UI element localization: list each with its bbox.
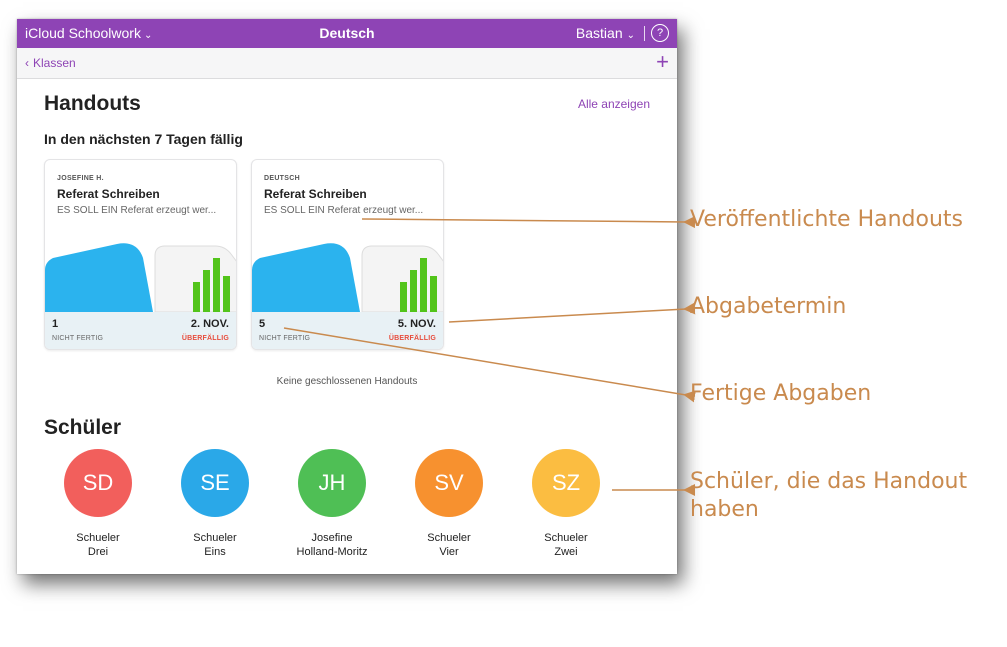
- student-item[interactable]: SV Schueler Vier: [394, 449, 504, 559]
- student-first-name: Schueler: [76, 532, 120, 544]
- card-due-date: 5. NOV.: [397, 318, 436, 330]
- blue-folder-shape: [45, 243, 153, 312]
- card-status: ÜBERFÄLLIG: [388, 335, 436, 342]
- card-owner: DEUTSCH: [264, 175, 300, 182]
- chevron-down-icon: ⌄: [626, 30, 635, 41]
- student-name: Schueler Vier: [394, 531, 504, 559]
- card-footer: 5 NICHT FERTIG 5. NOV. ÜBERFÄLLIG: [252, 312, 443, 349]
- back-button[interactable]: ‹ Klassen: [25, 56, 76, 70]
- card-title: Referat Schreiben: [57, 187, 160, 201]
- user-menu[interactable]: Bastian ⌄: [576, 25, 635, 41]
- callout-students: Schüler, die das Handout haben: [690, 468, 967, 524]
- avatar: SV: [415, 449, 483, 517]
- card-footer: 1 NICHT FERTIG 2. NOV. ÜBERFÄLLIG: [45, 312, 236, 349]
- arrow-published: [361, 216, 696, 229]
- avatar: SZ: [532, 449, 600, 517]
- blue-folder-shape: [252, 243, 360, 312]
- app-title: iCloud Schoolwork: [25, 25, 141, 41]
- card-count-label: NICHT FERTIG: [259, 335, 311, 342]
- no-closed-handouts: Keine geschlossenen Handouts: [276, 376, 418, 387]
- student-name: Schueler Zwei: [511, 531, 621, 559]
- student-item[interactable]: SE Schueler Eins: [160, 449, 270, 559]
- student-first-name: Schueler: [544, 532, 588, 544]
- chevron-left-icon: ‹: [25, 56, 29, 70]
- handout-artwork: [45, 243, 236, 312]
- card-title: Referat Schreiben: [264, 187, 367, 201]
- title-divider: [644, 26, 645, 41]
- arrow-finished: [283, 327, 696, 403]
- students-heading: Schüler: [44, 416, 122, 439]
- student-item[interactable]: JH Josefine Holland-Moritz: [277, 449, 387, 559]
- numbers-document-icon: [361, 245, 443, 312]
- callout-published: Veröffentlichte Handouts: [690, 207, 964, 232]
- card-description: ES SOLL EIN Referat erzeugt wer...: [57, 205, 217, 216]
- avatar: JH: [298, 449, 366, 517]
- chevron-down-icon: ⌄: [143, 30, 153, 41]
- callout-students-line1: Schüler, die das Handout: [690, 469, 968, 494]
- card-count-label: NICHT FERTIG: [52, 335, 104, 342]
- callout-students-line2: haben: [690, 497, 759, 522]
- student-name: Josefine Holland-Moritz: [277, 531, 387, 559]
- card-status: ÜBERFÄLLIG: [181, 335, 229, 342]
- student-first-name: Josefine: [311, 532, 353, 544]
- arrow-due-date: [448, 302, 696, 323]
- schoolwork-window: iCloud Schoolwork ⌄ Deutsch Bastian ⌄ ? ‹ K…: [17, 19, 677, 574]
- title-bar: iCloud Schoolwork ⌄ Deutsch Bastian ⌄ ?: [17, 19, 677, 48]
- app-switcher[interactable]: iCloud Schoolwork ⌄: [25, 25, 152, 41]
- card-due-date: 2. NOV.: [190, 318, 229, 330]
- callout-finished: Fertige Abgaben: [690, 381, 872, 406]
- student-first-name: Schueler: [427, 532, 471, 544]
- help-icon[interactable]: ?: [651, 24, 669, 42]
- student-last-name: Drei: [87, 546, 109, 558]
- nav-bar: ‹ Klassen +: [17, 48, 677, 79]
- card-owner: JOSEFINE H.: [57, 175, 104, 182]
- callout-due-date: Abgabetermin: [690, 294, 847, 319]
- card-description: ES SOLL EIN Referat erzeugt wer...: [264, 205, 424, 216]
- back-label: Klassen: [33, 56, 76, 70]
- handout-artwork: [252, 243, 443, 312]
- student-item[interactable]: SD Schueler Drei: [43, 449, 153, 559]
- class-title: Deutsch: [319, 25, 375, 41]
- student-name: Schueler Eins: [160, 531, 270, 559]
- student-last-name: Vier: [439, 546, 459, 558]
- due-heading: In den nächsten 7 Tagen fällig: [44, 131, 243, 147]
- student-first-name: Schueler: [193, 532, 237, 544]
- add-icon[interactable]: +: [656, 49, 669, 74]
- avatar: SD: [64, 449, 132, 517]
- handout-card[interactable]: DEUTSCH Referat Schreiben ES SOLL EIN Re…: [251, 159, 444, 350]
- student-item[interactable]: SZ Schueler Zwei: [511, 449, 621, 559]
- card-count: 1: [52, 318, 59, 330]
- handout-card[interactable]: JOSEFINE H. Referat Schreiben ES SOLL EI…: [44, 159, 237, 350]
- handouts-heading: Handouts: [44, 92, 141, 115]
- card-count: 5: [259, 318, 266, 330]
- avatar: SE: [181, 449, 249, 517]
- student-last-name: Holland-Moritz: [296, 546, 368, 558]
- student-name: Schueler Drei: [43, 531, 153, 559]
- student-last-name: Eins: [204, 546, 226, 558]
- user-name: Bastian: [575, 25, 623, 41]
- numbers-document-icon: [154, 245, 236, 312]
- student-last-name: Zwei: [554, 546, 578, 558]
- show-all-link[interactable]: Alle anzeigen: [577, 97, 650, 111]
